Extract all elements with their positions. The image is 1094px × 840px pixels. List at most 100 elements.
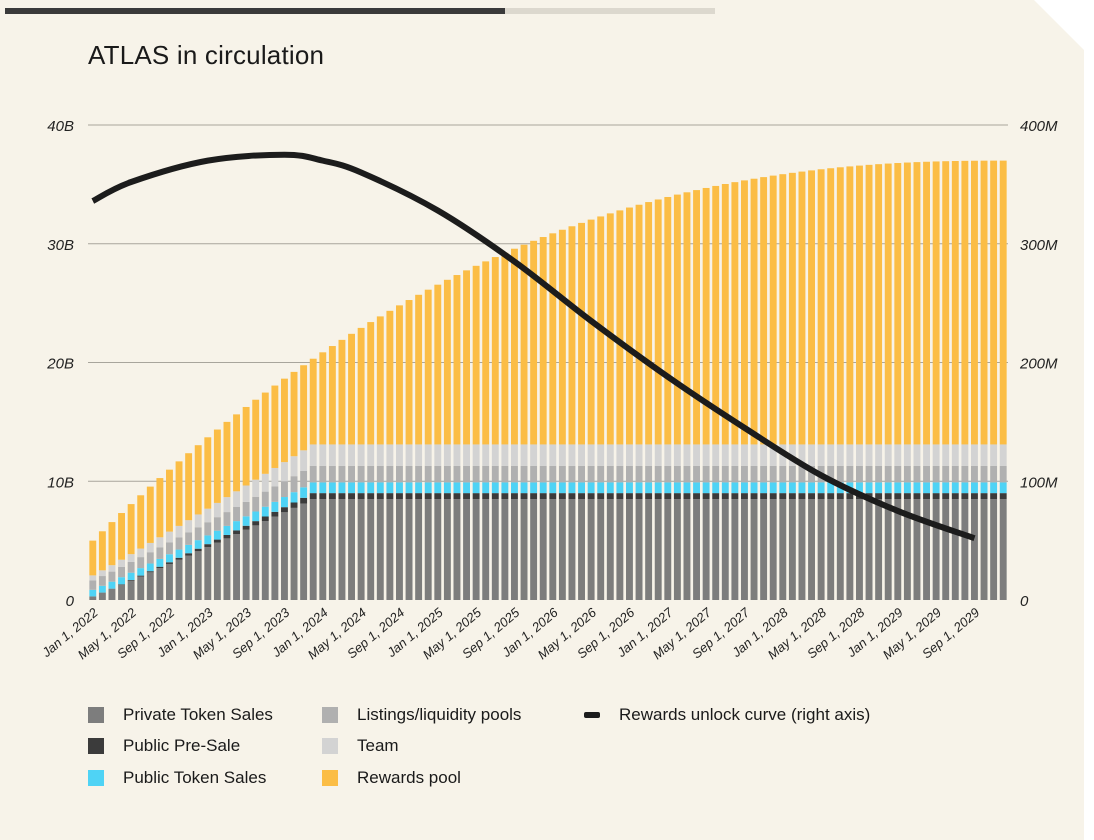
bar-team [923, 444, 930, 466]
bar-private-token-sales [769, 499, 777, 600]
bar-public-pre-sale [357, 493, 365, 500]
bar-public-pre-sale [443, 493, 451, 500]
bar-team [750, 444, 758, 466]
bar-private-token-sales [463, 499, 470, 600]
bar-rewards-pool [635, 204, 643, 445]
bar-public-token-sales [386, 482, 394, 494]
bar-rewards-pool [213, 429, 221, 503]
bar-rewards-pool [166, 469, 173, 532]
bar-public-token-sales [434, 482, 442, 494]
bar-public-pre-sale [702, 493, 710, 500]
bar-listings-liquidity-pools [376, 465, 384, 483]
bar-public-token-sales [951, 482, 959, 494]
y-left-tick-label: 0 [66, 593, 75, 610]
bar-rewards-pool [309, 358, 317, 445]
bar-public-token-sales [673, 482, 681, 494]
bar-listings-liquidity-pools [530, 465, 538, 483]
bar-team [328, 444, 336, 466]
bar-public-token-sales [827, 482, 835, 494]
bar-private-token-sales [309, 499, 317, 600]
bar-private-token-sales [338, 499, 346, 600]
bar-listings-liquidity-pools [788, 465, 796, 483]
bar-private-token-sales [664, 499, 672, 600]
bar-team [664, 444, 672, 466]
bar-listings-liquidity-pools [616, 465, 624, 483]
bar-public-token-sales [194, 540, 202, 549]
bar-public-pre-sale [386, 493, 394, 500]
bar-public-token-sales [980, 482, 988, 494]
bar-public-token-sales [108, 581, 116, 589]
bar-public-pre-sale [463, 493, 470, 500]
bar-private-token-sales [693, 499, 700, 600]
bar-public-pre-sale [961, 493, 969, 500]
bar-team [539, 444, 547, 466]
bar-public-pre-sale [587, 493, 595, 500]
bar-listings-liquidity-pools [89, 580, 97, 590]
bar-private-token-sales [923, 499, 930, 600]
bar-public-token-sales [290, 492, 298, 503]
bar-public-token-sales [702, 482, 710, 494]
bar-public-token-sales [472, 482, 480, 494]
bar-public-token-sales [443, 482, 451, 494]
bar-public-pre-sale [980, 493, 988, 500]
bar-listings-liquidity-pools [156, 547, 164, 559]
bar-listings-liquidity-pools [913, 465, 921, 483]
bar-rewards-pool [89, 540, 97, 576]
bar-public-pre-sale [175, 557, 183, 560]
bar-private-token-sales [721, 499, 729, 600]
bar-private-token-sales [89, 596, 97, 600]
y-left-tick-label: 10B [47, 474, 74, 491]
bar-listings-liquidity-pools [645, 465, 653, 483]
bar-public-token-sales [913, 482, 921, 494]
bar-listings-liquidity-pools [664, 465, 672, 483]
bar-public-pre-sale [827, 493, 835, 500]
bar-rewards-pool [654, 199, 662, 445]
header-bar-dark [5, 8, 505, 14]
bar-rewards-pool [300, 365, 308, 451]
bar-private-token-sales [808, 499, 815, 600]
bar-private-token-sales [443, 499, 451, 600]
bar-listings-liquidity-pools [252, 496, 260, 512]
bar-rewards-pool [817, 169, 825, 445]
bar-public-token-sales [146, 563, 154, 572]
bar-team [808, 444, 815, 466]
bar-private-token-sales [367, 499, 375, 600]
bar-team [261, 473, 269, 492]
bar-public-token-sales [616, 482, 624, 494]
bar-rewards-pool [894, 163, 902, 445]
bar-public-pre-sale [472, 493, 480, 500]
bar-public-token-sales [626, 482, 633, 494]
bar-public-pre-sale [127, 579, 135, 581]
bar-rewards-pool [252, 399, 260, 480]
bar-public-token-sales [884, 482, 892, 494]
bar-public-token-sales [568, 482, 576, 494]
bar-team [827, 444, 835, 466]
bar-team [635, 444, 643, 466]
bar-team [118, 559, 125, 567]
bar-public-token-sales [348, 482, 355, 494]
bar-public-pre-sale [798, 493, 806, 500]
y-right-tick-label: 300M [1020, 237, 1058, 254]
bar-public-pre-sale [712, 493, 720, 500]
bar-public-pre-sale [118, 584, 125, 585]
bar-private-token-sales [932, 499, 940, 600]
bar-private-token-sales [415, 499, 423, 600]
bar-team [281, 462, 288, 482]
bar-public-token-sales [261, 506, 269, 517]
bar-public-token-sales [808, 482, 815, 494]
bar-team [606, 444, 614, 466]
bar-rewards-pool [568, 226, 576, 445]
y-right-tick-label: 200M [1019, 356, 1058, 373]
bar-public-token-sales [971, 482, 978, 494]
y-left-tick-label: 40B [47, 118, 74, 135]
bar-listings-liquidity-pools [271, 486, 279, 502]
bar-listings-liquidity-pools [185, 532, 193, 545]
bar-public-pre-sale [750, 493, 758, 500]
bar-public-pre-sale [453, 493, 461, 500]
bar-listings-liquidity-pools [98, 576, 106, 586]
bar-private-token-sales [597, 499, 605, 600]
bar-public-token-sales [788, 482, 796, 494]
bar-public-pre-sale [760, 493, 768, 500]
bar-rewards-pool [932, 161, 940, 445]
bar-team [520, 444, 528, 466]
